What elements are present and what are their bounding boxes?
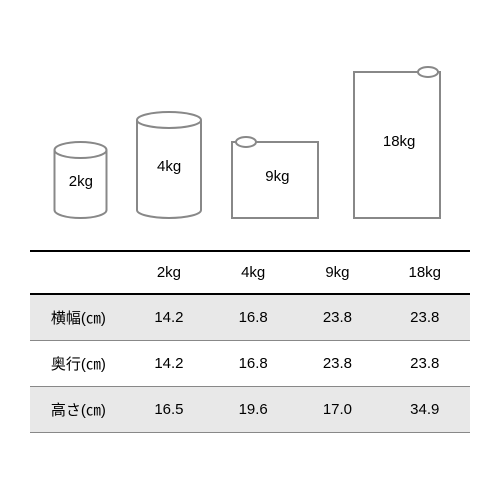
shapes-row: 2kg 4kg 9kg 18kg (30, 20, 470, 220)
cell: 23.8 (295, 341, 379, 387)
shape-label: 18kg (383, 133, 416, 150)
table-header-row: 2kg 4kg 9kg 18kg (30, 251, 470, 294)
shape-2kg: 2kg (53, 140, 108, 220)
cell: 14.2 (127, 341, 211, 387)
cell: 23.8 (380, 341, 470, 387)
cell: 19.6 (211, 387, 295, 433)
row-header: 奥行(㎝) (30, 341, 127, 387)
row-header: 高さ(㎝) (30, 387, 127, 433)
cell: 17.0 (295, 387, 379, 433)
col-header: 9kg (295, 251, 379, 294)
table-row: 高さ(㎝) 16.5 19.6 17.0 34.9 (30, 387, 470, 433)
shape-4kg: 4kg (135, 110, 203, 220)
table-row: 横幅(㎝) 14.2 16.8 23.8 23.8 (30, 294, 470, 341)
cell: 14.2 (127, 294, 211, 341)
shape-18kg: 18kg (352, 60, 447, 220)
col-header-blank (30, 251, 127, 294)
shape-label: 4kg (157, 158, 181, 175)
cell: 16.8 (211, 294, 295, 341)
dimensions-table: 2kg 4kg 9kg 18kg 横幅(㎝) 14.2 16.8 23.8 23… (30, 250, 470, 433)
shape-label: 2kg (69, 173, 93, 190)
col-header: 4kg (211, 251, 295, 294)
col-header: 2kg (127, 251, 211, 294)
cell: 16.5 (127, 387, 211, 433)
shape-label: 9kg (265, 168, 289, 185)
cell: 23.8 (295, 294, 379, 341)
cell: 34.9 (380, 387, 470, 433)
table-row: 奥行(㎝) 14.2 16.8 23.8 23.8 (30, 341, 470, 387)
cell: 16.8 (211, 341, 295, 387)
cell: 23.8 (380, 294, 470, 341)
row-header: 横幅(㎝) (30, 294, 127, 341)
shape-9kg: 9kg (230, 130, 325, 220)
col-header: 18kg (380, 251, 470, 294)
